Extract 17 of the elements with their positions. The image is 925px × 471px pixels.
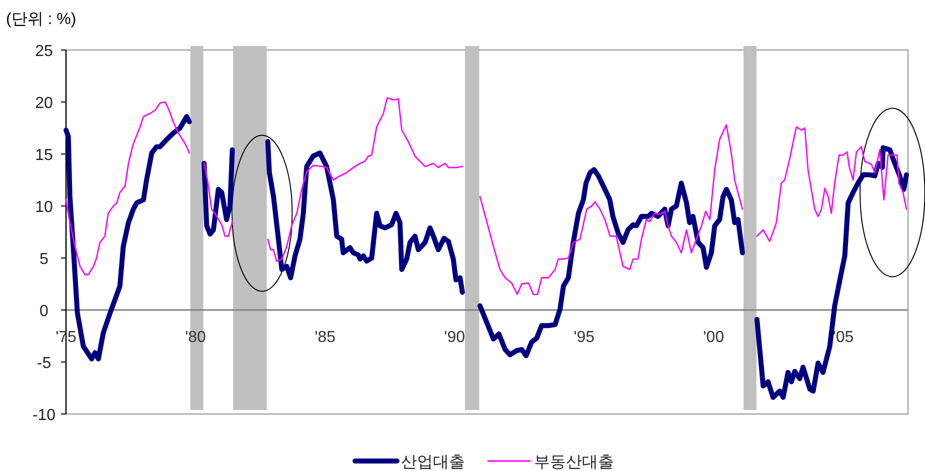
legend-label: 부동산대출 [534,454,614,471]
y-tick-label: 15 [35,147,53,164]
y-tick-label: -10 [32,407,56,424]
y-tick-label: 10 [35,199,53,216]
legend-label: 산업대출 [401,454,465,471]
y-tick-label: 0 [40,303,49,320]
x-tick-label: '85 [314,329,336,346]
y-tick-label: 20 [35,95,53,112]
x-tick-label: '90 [444,329,466,346]
y-axis-title: (단위 : %) [6,11,76,28]
x-tick-label: '00 [703,329,724,346]
y-tick-label: -5 [36,355,52,372]
y-tick-label: 5 [40,251,49,268]
y-tick-label: 25 [35,43,53,60]
x-tick-label: '95 [574,329,595,346]
x-tick-label: '80 [185,329,206,346]
x-tick-label: '05 [832,329,854,346]
